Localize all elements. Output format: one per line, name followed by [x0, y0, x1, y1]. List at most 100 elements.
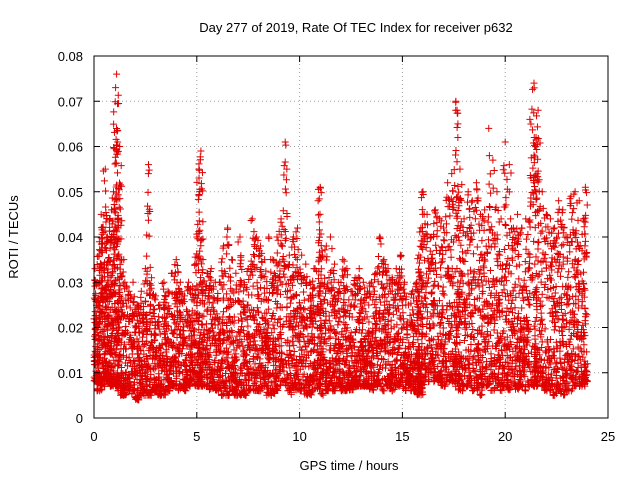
- data-point: [110, 256, 118, 264]
- data-point: [316, 226, 324, 234]
- data-point: [155, 325, 163, 333]
- data-point: [230, 319, 238, 327]
- data-point: [93, 253, 101, 261]
- data-point: [93, 328, 101, 336]
- data-point: [431, 277, 439, 285]
- data-point: [205, 272, 213, 280]
- data-point: [238, 323, 246, 331]
- data-point: [205, 356, 213, 364]
- data-point: [112, 290, 120, 298]
- data-point: [375, 263, 383, 271]
- data-point: [195, 217, 203, 225]
- data-point: [454, 182, 462, 190]
- data-point: [194, 309, 202, 317]
- data-point: [458, 181, 466, 189]
- data-point: [223, 250, 231, 258]
- data-point: [420, 293, 428, 301]
- data-point: [170, 315, 178, 323]
- data-point-peak: [121, 278, 129, 286]
- data-point: [147, 389, 155, 397]
- data-point: [238, 266, 246, 274]
- data-point: [121, 285, 129, 293]
- data-point-peak: [137, 287, 145, 295]
- data-point: [204, 333, 212, 341]
- data-point: [203, 371, 211, 379]
- data-point: [282, 189, 290, 197]
- data-point: [115, 203, 123, 211]
- data-point: [223, 233, 231, 241]
- data-point: [127, 333, 135, 341]
- data-point: [143, 252, 151, 260]
- data-point: [110, 120, 118, 128]
- data-point: [261, 273, 269, 281]
- data-point: [162, 346, 170, 354]
- data-point: [119, 268, 127, 276]
- data-point: [199, 235, 207, 243]
- data-point: [124, 297, 132, 305]
- data-point: [144, 216, 152, 224]
- data-point: [362, 308, 370, 316]
- data-point: [232, 350, 240, 358]
- data-point: [131, 370, 139, 378]
- data-point: [122, 345, 130, 353]
- data-point-peak: [232, 269, 240, 277]
- data-point: [189, 324, 197, 332]
- data-point: [128, 342, 136, 350]
- data-point: [234, 238, 242, 246]
- data-point: [115, 286, 123, 294]
- data-point: [178, 345, 186, 353]
- data-point: [244, 322, 252, 330]
- data-point: [115, 186, 123, 194]
- data-point: [195, 191, 203, 199]
- data-point-peak: [164, 287, 172, 295]
- data-point: [191, 253, 199, 261]
- data-point: [203, 307, 211, 315]
- data-point-peak: [331, 260, 339, 268]
- data-point-peak: [347, 287, 355, 295]
- data-point: [203, 341, 211, 349]
- data-point-peak: [355, 265, 363, 273]
- data-point: [336, 313, 344, 321]
- data-point: [162, 313, 170, 321]
- data-point: [226, 296, 234, 304]
- data-point: [127, 382, 135, 390]
- data-point-peak: [454, 120, 462, 128]
- data-point: [323, 370, 331, 378]
- data-point: [207, 310, 215, 318]
- data-point: [167, 338, 175, 346]
- data-point: [114, 252, 122, 260]
- data-point-peak: [152, 292, 160, 300]
- data-point-peak: [156, 301, 164, 309]
- data-point: [219, 285, 227, 293]
- data-point: [219, 357, 227, 365]
- data-point: [417, 194, 425, 202]
- data-point-peak: [101, 165, 109, 173]
- data-point: [283, 304, 291, 312]
- data-point: [195, 252, 203, 260]
- data-point: [275, 316, 283, 324]
- data-point: [157, 344, 165, 352]
- data-point-peak: [176, 278, 184, 286]
- data-point: [227, 363, 235, 371]
- data-point: [199, 338, 207, 346]
- data-point: [174, 268, 182, 276]
- data-point: [199, 380, 207, 388]
- data-point: [183, 362, 191, 370]
- data-point: [117, 294, 125, 302]
- data-point: [126, 304, 134, 312]
- data-point: [222, 344, 230, 352]
- data-point-peak: [456, 165, 464, 173]
- data-point: [454, 133, 462, 141]
- data-point: [130, 381, 138, 389]
- data-point: [459, 248, 467, 256]
- data-point: [330, 270, 338, 278]
- data-point: [99, 167, 107, 175]
- data-point: [193, 282, 201, 290]
- data-point: [428, 254, 436, 262]
- data-point: [131, 371, 139, 379]
- data-point: [174, 358, 182, 366]
- data-point: [466, 205, 474, 213]
- data-point: [186, 382, 194, 390]
- data-point: [466, 213, 474, 221]
- data-point: [103, 326, 111, 334]
